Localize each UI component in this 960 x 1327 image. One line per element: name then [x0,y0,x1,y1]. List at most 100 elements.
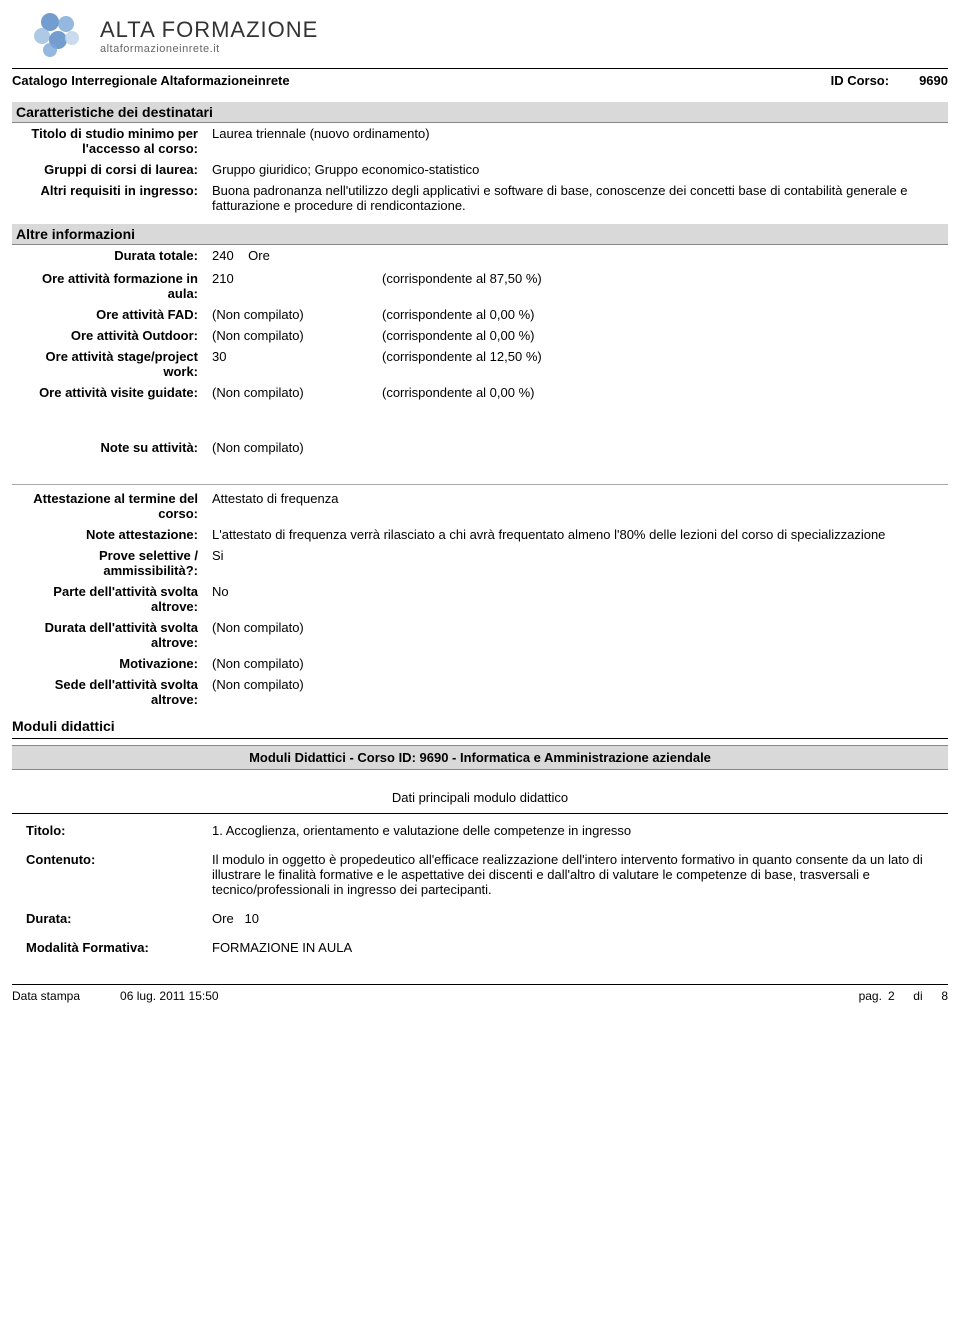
activity-value-wrap: (Non compilato)(corrispondente al 0,00 %… [212,385,948,400]
altri-requisiti-value: Buona padronanza nell'utilizzo degli app… [212,183,948,213]
pag-num: 2 [888,989,895,1003]
catalog-row: Catalogo Interregionale Altaformazionein… [12,73,948,88]
section-divider-1 [12,484,948,485]
id-corso-label: ID Corso: [831,73,890,88]
moduli-divider [12,738,948,739]
modulo-durata-label: Durata: [12,911,212,926]
note-attestazione-value: L'attestato di frequenza verrà rilasciat… [212,527,948,542]
note-attivita-value: (Non compilato) [212,440,948,455]
titolo-studio-label: Titolo di studio minimo per l'accesso al… [12,126,212,156]
durata-altrove-label: Durata dell'attività svolta altrove: [12,620,212,650]
activity-value: 30 [212,349,382,379]
attestazione-label: Attestazione al termine del corso: [12,491,212,521]
header-logo: ALTA FORMAZIONE altaformazioneinrete.it [28,10,948,62]
titolo-studio-value: Laurea triennale (nuovo ordinamento) [212,126,948,156]
row-altri-requisiti: Altri requisiti in ingresso: Buona padro… [12,180,948,216]
activity-pct: (corrispondente al 0,00 %) [382,385,642,400]
section-moduli: Moduli didattici [12,716,948,736]
row-prove: Prove selettive / ammissibilità?: Si [12,545,948,581]
modulo-durata-unit: Ore [212,911,234,926]
activity-row: Ore attività stage/project work:30(corri… [12,346,948,382]
note-attestazione-label: Note attestazione: [12,527,212,542]
activities-list: Ore attività formazione in aula:210(corr… [12,268,948,403]
activity-row: Ore attività formazione in aula:210(corr… [12,268,948,304]
di-label: di [913,989,922,1003]
id-corso-value: 9690 [919,73,948,88]
row-modulo-contenuto: Contenuto: Il modulo in oggetto è proped… [12,849,948,900]
logo-subtitle: altaformazioneinrete.it [100,43,318,55]
note-attivita-label: Note su attività: [12,440,212,455]
activity-label: Ore attività visite guidate: [12,385,212,400]
pag-label: pag. [859,989,882,1003]
activity-value-wrap: (Non compilato)(corrispondente al 0,00 %… [212,307,948,322]
durata-totale-unit: Ore [248,248,270,263]
row-titolo-studio: Titolo di studio minimo per l'accesso al… [12,123,948,159]
durata-totale-num: 240 [212,248,234,263]
row-modulo-modalita: Modalità Formativa: FORMAZIONE IN AULA [12,937,948,958]
modulo-contenuto-label: Contenuto: [12,852,212,897]
footer-left: Data stampa 06 lug. 2011 15:50 [12,989,219,1003]
parte-altrove-label: Parte dell'attività svolta altrove: [12,584,212,614]
row-modulo-durata: Durata: Ore 10 [12,908,948,929]
activity-value-wrap: 210(corrispondente al 87,50 %) [212,271,948,301]
modulo-titolo-value: 1. Accoglienza, orientamento e valutazio… [212,823,948,838]
row-note-attivita: Note su attività: (Non compilato) [12,437,948,458]
footer-right: pag. 2 di 8 [859,989,948,1003]
row-durata-altrove: Durata dell'attività svolta altrove: (No… [12,617,948,653]
section-altre: Altre informazioni [12,224,948,245]
row-motivazione: Motivazione: (Non compilato) [12,653,948,674]
durata-totale-label: Durata totale: [12,248,212,263]
row-sede-altrove: Sede dell'attività svolta altrove: (Non … [12,674,948,710]
row-note-attestazione: Note attestazione: L'attestato di freque… [12,524,948,545]
activity-label: Ore attività FAD: [12,307,212,322]
footer: Data stampa 06 lug. 2011 15:50 pag. 2 di… [12,984,948,1003]
durata-totale-value: 240 Ore [212,248,948,263]
modulo-durata-value: Ore 10 [212,911,948,926]
gruppi-laurea-label: Gruppi di corsi di laurea: [12,162,212,177]
prove-value: Si [212,548,948,578]
catalog-label: Catalogo Interregionale Altaformazionein… [12,73,290,88]
activity-value: (Non compilato) [212,328,382,343]
row-attestazione: Attestazione al termine del corso: Attes… [12,488,948,524]
row-modulo-titolo: Titolo: 1. Accoglienza, orientamento e v… [12,820,948,841]
activity-row: Ore attività Outdoor:(Non compilato)(cor… [12,325,948,346]
sede-altrove-label: Sede dell'attività svolta altrove: [12,677,212,707]
modulo-modalita-label: Modalità Formativa: [12,940,212,955]
stampa-value: 06 lug. 2011 15:50 [120,989,219,1003]
attestazione-value: Attestato di frequenza [212,491,948,521]
logo-icon [28,10,88,62]
moduli-bar: Moduli Didattici - Corso ID: 9690 - Info… [12,745,948,770]
dati-divider [12,813,948,814]
modulo-modalita-value: FORMAZIONE IN AULA [212,940,948,955]
parte-altrove-value: No [212,584,948,614]
row-parte-altrove: Parte dell'attività svolta altrove: No [12,581,948,617]
motivazione-value: (Non compilato) [212,656,948,671]
row-gruppi-laurea: Gruppi di corsi di laurea: Gruppo giurid… [12,159,948,180]
activity-value: 210 [212,271,382,301]
dati-principali: Dati principali modulo didattico [12,790,948,805]
activity-pct: (corrispondente al 12,50 %) [382,349,642,379]
motivazione-label: Motivazione: [12,656,212,671]
activity-pct: (corrispondente al 0,00 %) [382,307,642,322]
modulo-contenuto-value: Il modulo in oggetto è propedeutico all'… [212,852,948,897]
row-durata-totale: Durata totale: 240 Ore [12,245,948,266]
activity-value-wrap: 30(corrispondente al 12,50 %) [212,349,948,379]
activity-value: (Non compilato) [212,385,382,400]
section-caratteristiche: Caratteristiche dei destinatari [12,102,948,123]
altri-requisiti-label: Altri requisiti in ingresso: [12,183,212,213]
activity-row: Ore attività visite guidate:(Non compila… [12,382,948,403]
modulo-titolo-label: Titolo: [12,823,212,838]
activity-row: Ore attività FAD:(Non compilato)(corrisp… [12,304,948,325]
sede-altrove-value: (Non compilato) [212,677,948,707]
id-corso-block: ID Corso: 9690 [831,73,948,88]
gruppi-laurea-value: Gruppo giuridico; Gruppo economico-stati… [212,162,948,177]
activity-label: Ore attività Outdoor: [12,328,212,343]
pag-total: 8 [941,989,948,1003]
activity-value-wrap: (Non compilato)(corrispondente al 0,00 %… [212,328,948,343]
prove-label: Prove selettive / ammissibilità?: [12,548,212,578]
activity-label: Ore attività formazione in aula: [12,271,212,301]
header-divider [12,68,948,69]
logo-text: ALTA FORMAZIONE altaformazioneinrete.it [100,17,318,55]
modulo-durata-num: 10 [245,911,259,926]
stampa-label: Data stampa [12,989,80,1003]
